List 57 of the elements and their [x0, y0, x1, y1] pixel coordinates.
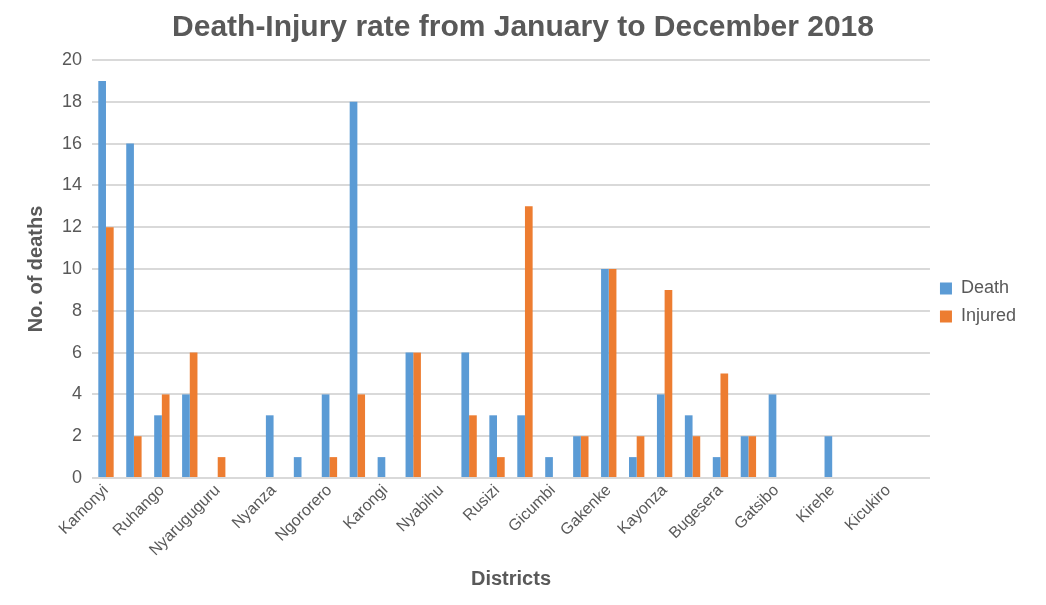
bar: [692, 436, 701, 478]
bar: [182, 394, 190, 478]
bar: [489, 415, 498, 478]
bar: [189, 352, 198, 478]
bar: [413, 352, 421, 478]
bar: [217, 457, 226, 478]
bar: [636, 436, 645, 478]
bar: [497, 457, 505, 478]
bar: [740, 436, 749, 478]
bar: [768, 394, 777, 478]
bar: [469, 415, 477, 478]
bar: [573, 436, 581, 478]
bar: [748, 436, 757, 478]
y-tick-label: 18: [61, 90, 83, 111]
y-tick-label: 20: [61, 48, 83, 69]
bar: [712, 457, 721, 478]
bar: [321, 394, 330, 478]
y-tick-label: 12: [61, 216, 83, 237]
bar: [517, 415, 525, 478]
bar: [601, 269, 609, 478]
legend-label: Death: [960, 277, 1010, 298]
bar: [405, 352, 414, 478]
bar: [524, 206, 533, 478]
legend-label: Injured: [960, 305, 1017, 326]
bar: [98, 80, 106, 478]
bar: [293, 457, 302, 478]
bar: [608, 269, 617, 478]
y-tick-label: 4: [72, 383, 83, 404]
y-tick-label: 2: [72, 425, 83, 446]
bar: [329, 457, 338, 478]
bar: [126, 143, 134, 478]
bar: [377, 457, 386, 478]
x-axis-title: Districts: [470, 566, 552, 589]
bar: [545, 457, 553, 478]
bar: [656, 394, 665, 478]
bar: [461, 352, 470, 478]
bar: [105, 227, 114, 478]
y-tick-label: 10: [61, 257, 83, 278]
bar: [357, 394, 366, 478]
y-axis-title: No. of deaths: [23, 205, 46, 333]
y-tick-label: 16: [61, 132, 83, 153]
bar: [664, 289, 673, 478]
y-tick-label: 6: [72, 341, 83, 362]
bar: [824, 436, 833, 478]
y-tick-label: 14: [61, 174, 83, 195]
bar: [684, 415, 693, 478]
y-tick-label: 8: [72, 299, 83, 320]
bar: [720, 373, 729, 478]
bar: [580, 436, 589, 478]
chart-title: Death-Injury rate from January to December 2018: [172, 9, 874, 43]
bar: [265, 415, 274, 478]
y-tick-label: 0: [72, 466, 83, 487]
bar: [133, 436, 142, 478]
bar: [349, 101, 358, 478]
bar: [629, 457, 637, 478]
bar: [161, 394, 170, 478]
bar: [154, 415, 162, 478]
